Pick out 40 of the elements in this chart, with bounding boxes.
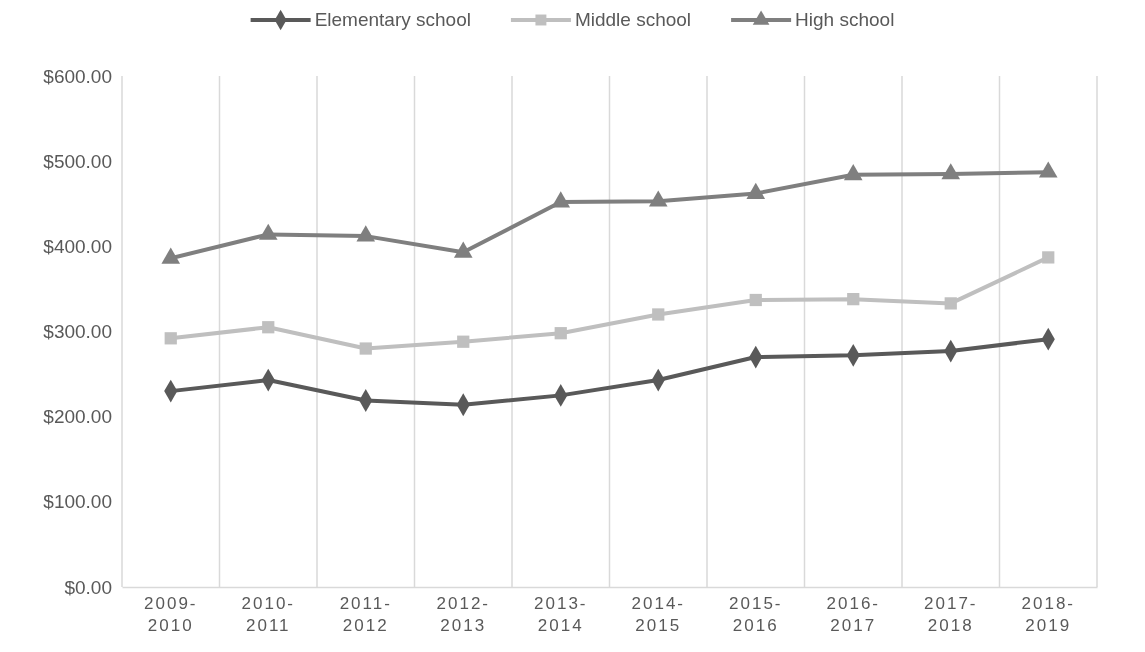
- y-tick-label: $100.00: [43, 491, 112, 513]
- x-tick-label: 2016-2017: [826, 594, 880, 636]
- x-tick-label: 2017-2018: [924, 594, 978, 636]
- x-tick-label: 2011-2012: [339, 594, 392, 636]
- point: [554, 327, 567, 340]
- x-tick-label: 2013-2014: [534, 594, 588, 636]
- y-tick-label: $200.00: [43, 406, 112, 428]
- point: [457, 335, 470, 348]
- point: [359, 342, 372, 355]
- point: [551, 191, 571, 208]
- y-tick-label: $600.00: [43, 65, 112, 87]
- point: [843, 164, 863, 181]
- legend-label: Elementary school: [314, 9, 471, 30]
- y-tick-label: $500.00: [43, 150, 112, 172]
- x-tick-label: 2014-2015: [631, 594, 685, 636]
- x-tick-label: 2012-2013: [436, 594, 490, 636]
- y-tick-label: $300.00: [43, 321, 112, 343]
- point: [648, 190, 668, 207]
- point: [847, 293, 860, 306]
- y-tick-label: $0.00: [64, 576, 112, 598]
- point: [1038, 161, 1058, 178]
- point: [941, 163, 961, 180]
- point: [944, 297, 957, 310]
- point: [258, 223, 278, 240]
- x-tick-label: 2015-2016: [729, 594, 783, 636]
- point: [652, 308, 665, 321]
- point: [749, 293, 762, 307]
- point: [746, 182, 766, 199]
- point: [164, 332, 177, 345]
- point: [161, 247, 181, 264]
- point: [1042, 251, 1055, 264]
- point: [453, 241, 473, 258]
- x-tick-label: 2018-2019: [1021, 594, 1075, 636]
- y-tick-label: $400.00: [43, 235, 112, 257]
- legend-label: High school: [795, 9, 895, 30]
- point: [262, 321, 275, 334]
- legend-label: Middle school: [574, 9, 692, 30]
- point: [356, 225, 376, 242]
- x-tick-label: 2010-2011: [241, 594, 295, 636]
- x-tick-label: 2009-2010: [144, 594, 198, 636]
